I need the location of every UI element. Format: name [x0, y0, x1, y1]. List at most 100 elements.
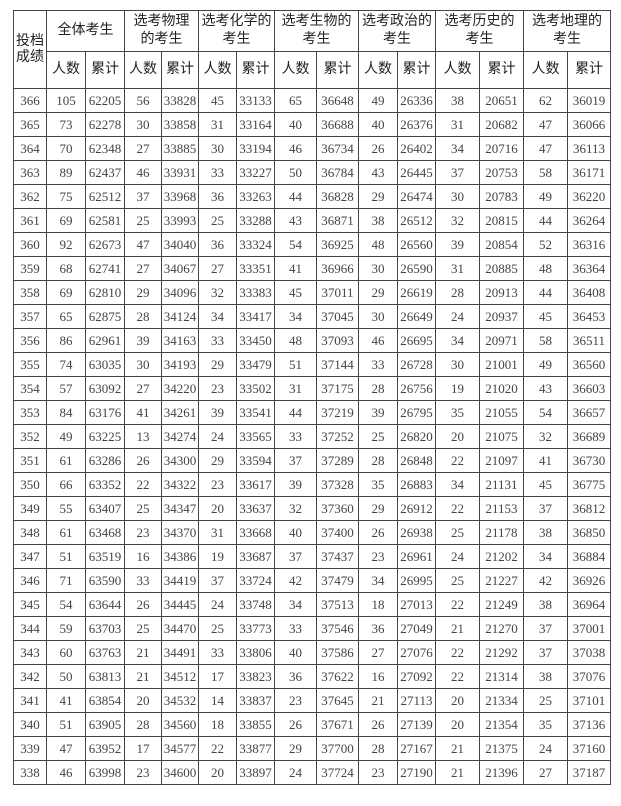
cumulative-cell: 36408: [567, 280, 611, 305]
cumulative-cell: 26590: [397, 256, 436, 281]
count-cell: 20: [435, 424, 480, 449]
score-cell: 359: [13, 256, 47, 281]
cumulative-cell: 33885: [161, 136, 199, 161]
group-header: 选考物理的考生: [124, 10, 199, 52]
cumulative-cell: 37101: [567, 688, 611, 713]
count-cell: 25: [124, 208, 162, 233]
cumulative-cell: 36113: [567, 136, 611, 161]
count-cell: 29: [358, 496, 398, 521]
cumulative-cell: 63468: [85, 520, 125, 545]
cumulative-cell: 63905: [85, 712, 125, 737]
cumulative-cell: 34445: [161, 592, 199, 617]
count-cell: 21: [124, 640, 162, 665]
cumulative-cell: 63286: [85, 448, 125, 473]
cumulative-cell: 36364: [567, 256, 611, 281]
count-cell: 29: [198, 352, 237, 377]
cumulative-cell: 62348: [85, 136, 125, 161]
count-cell: 34: [435, 136, 480, 161]
cumulative-header: 累计: [236, 51, 275, 89]
cumulative-cell: 37076: [567, 664, 611, 689]
count-cell: 18: [358, 592, 398, 617]
count-cell: 32: [523, 424, 568, 449]
cumulative-cell: 27092: [397, 664, 436, 689]
cumulative-cell: 62205: [85, 88, 125, 113]
count-cell: 25: [435, 520, 480, 545]
table-row: 358 69 62810 29 34096 32 33383 45 37011 29 26619 28…: [13, 280, 611, 305]
cumulative-cell: 37586: [316, 640, 359, 665]
cumulative-cell: 36316: [567, 232, 611, 257]
cumulative-cell: 36019: [567, 88, 611, 113]
count-cell: 47: [523, 136, 568, 161]
count-cell: 50: [46, 664, 86, 689]
cumulative-cell: 33450: [236, 328, 275, 353]
count-cell: 23: [358, 544, 398, 569]
cumulative-cell: 33133: [236, 88, 275, 113]
cumulative-cell: 37175: [316, 376, 359, 401]
cumulative-cell: 36648: [316, 88, 359, 113]
count-cell: 38: [435, 88, 480, 113]
table-row: 338 46 63998 23 34600 20 33897 24 37724 23 27190 21…: [13, 760, 611, 785]
score-cell: 353: [13, 400, 47, 425]
count-cell: 23: [358, 760, 398, 785]
count-cell: 36: [274, 664, 317, 689]
count-cell: 16: [124, 544, 162, 569]
count-cell: 61: [46, 448, 86, 473]
count-cell: 86: [46, 328, 86, 353]
count-cell: 21: [435, 616, 480, 641]
count-cell: 23: [274, 688, 317, 713]
count-cell: 34: [523, 544, 568, 569]
cumulative-cell: 21131: [479, 472, 524, 497]
count-cell: 46: [358, 328, 398, 353]
cumulative-cell: 34096: [161, 280, 199, 305]
count-cell: 47: [124, 232, 162, 257]
count-cell: 31: [274, 376, 317, 401]
count-cell: 89: [46, 160, 86, 185]
cumulative-cell: 36603: [567, 376, 611, 401]
table-header: 投档成绩 全体考生 选考物理的考生 选考化学的考生 选考生物的考生 选考政治的考生 选考历…: [13, 10, 611, 89]
cumulative-cell: 33194: [236, 136, 275, 161]
count-cell: 32: [198, 280, 237, 305]
cumulative-cell: 33828: [161, 88, 199, 113]
count-cell: 30: [435, 352, 480, 377]
table-row: 354 57 63092 27 34220 23 33502 31 37175 28 26756 19…: [13, 376, 611, 401]
cumulative-cell: 20682: [479, 112, 524, 137]
count-cell: 22: [435, 664, 480, 689]
count-cell: 28: [124, 712, 162, 737]
table-row: 348 61 63468 23 34370 31 33668 40 37400 26 26938 25…: [13, 520, 611, 545]
cumulative-cell: 20913: [479, 280, 524, 305]
cumulative-cell: 21396: [479, 760, 524, 785]
cumulative-cell: 36734: [316, 136, 359, 161]
count-cell: 14: [198, 688, 237, 713]
count-cell: 45: [523, 304, 568, 329]
cumulative-cell: 33806: [236, 640, 275, 665]
count-cell: 58: [523, 160, 568, 185]
cumulative-cell: 21202: [479, 544, 524, 569]
count-cell: 35: [523, 712, 568, 737]
cumulative-header: 累计: [397, 51, 436, 89]
cumulative-header: 累计: [479, 51, 524, 89]
count-cell: 33: [124, 568, 162, 593]
cumulative-cell: 34419: [161, 568, 199, 593]
cumulative-cell: 27167: [397, 736, 436, 761]
count-cell: 45: [198, 88, 237, 113]
cumulative-cell: 37038: [567, 640, 611, 665]
count-cell: 84: [46, 400, 86, 425]
count-cell: 28: [124, 304, 162, 329]
count-cell: 13: [124, 424, 162, 449]
score-cell: 345: [13, 592, 47, 617]
cumulative-cell: 26848: [397, 448, 436, 473]
count-cell: 32: [274, 496, 317, 521]
score-cell: 354: [13, 376, 47, 401]
score-cell: 346: [13, 568, 47, 593]
count-cell: 25: [198, 208, 237, 233]
cumulative-cell: 36964: [567, 592, 611, 617]
count-cell: 35: [358, 472, 398, 497]
cumulative-cell: 37011: [316, 280, 359, 305]
count-cell: 26: [358, 136, 398, 161]
cumulative-cell: 33263: [236, 184, 275, 209]
count-cell: 39: [358, 400, 398, 425]
cumulative-cell: 20716: [479, 136, 524, 161]
cumulative-cell: 34470: [161, 616, 199, 641]
cumulative-cell: 33164: [236, 112, 275, 137]
cumulative-cell: 36926: [567, 568, 611, 593]
